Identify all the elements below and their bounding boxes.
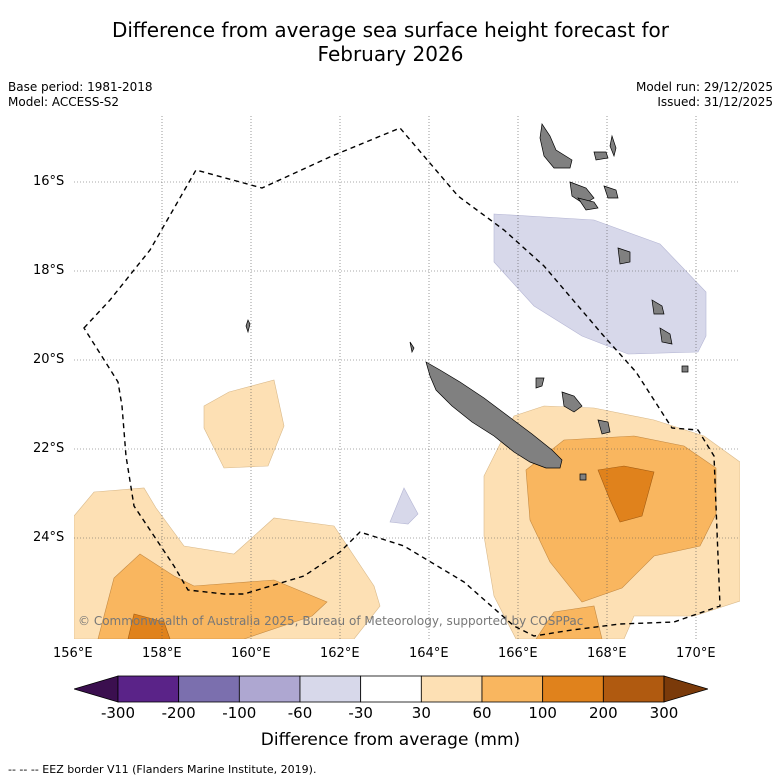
lon-label-162e: 162°E: [320, 646, 360, 661]
colorbar-segment: [238, 675, 301, 703]
colorbar-segment: [481, 675, 544, 703]
lat-label-20s: 20°S: [33, 352, 65, 367]
model-run: Model run: 29/12/2025: [635, 80, 773, 94]
land: [245, 123, 689, 481]
colorbar-tick-label: -200: [161, 704, 196, 722]
lon-label-166e: 166°E: [498, 646, 538, 661]
anomaly-100-200: [127, 465, 655, 639]
base-period: Base period: 1981-2018: [8, 80, 153, 94]
colorbar-segment: [299, 675, 362, 703]
lat-label-18s: 18°S: [33, 263, 65, 278]
vanuatu-north: [539, 123, 573, 169]
colorbar-tick-label: -60: [287, 704, 313, 722]
colorbar-tick-label: 60: [472, 704, 492, 722]
colorbar-segment: [117, 675, 180, 703]
colorbar-tick-label: 100: [528, 704, 557, 722]
colorbar-segment: [602, 675, 665, 703]
colorbar-segment: [420, 675, 483, 703]
eez-legend-footer: -- -- -- EEZ border V11 (Flanders Marine…: [8, 763, 317, 776]
gridlines: [74, 116, 740, 639]
lon-label-156e: 156°E: [53, 646, 93, 661]
copyright-text: © Commonwealth of Australia 2025, Bureau…: [78, 614, 583, 628]
chart-title: Difference from average sea surface heig…: [0, 18, 781, 66]
colorbar-tick-label: -30: [348, 704, 373, 722]
anomaly-minus-60-minus-30: [389, 213, 707, 525]
colorbar-tick-label: 300: [649, 704, 679, 722]
title-line-2: February 2026: [317, 42, 464, 66]
model-name: Model: ACCESS-S2: [8, 95, 120, 109]
issued-date: Issued: 31/12/2025: [657, 95, 773, 109]
colorbar-tick-label: -100: [222, 704, 257, 722]
lon-label-160e: 160°E: [231, 646, 271, 661]
colorbar-tick-label: 200: [589, 704, 618, 722]
lat-label-24s: 24°S: [33, 530, 65, 545]
lon-label-168e: 168°E: [587, 646, 627, 661]
lon-label-164e: 164°E: [409, 646, 449, 661]
map-panel: © Commonwealth of Australia 2025, Bureau…: [74, 116, 740, 639]
colorbar-segments: [74, 675, 708, 703]
lon-label-170e: 170°E: [676, 646, 716, 661]
colorbar-tick-label: -300: [100, 704, 136, 722]
lon-label-158e: 158°E: [142, 646, 182, 661]
colorbar-segment: [360, 675, 422, 703]
eez-border: [83, 127, 721, 637]
new-caledonia: [425, 361, 563, 469]
meta-left: Base period: 1981-2018 Model: ACCESS-S2: [8, 80, 153, 110]
meta-right: Model run: 29/12/2025 Issued: 31/12/2025: [636, 80, 773, 110]
colorbar-tick-label: 30: [411, 704, 431, 722]
title-line-1: Difference from average sea surface heig…: [111, 18, 670, 42]
colorbar-segment: [178, 675, 240, 703]
colorbar: [74, 675, 708, 703]
colorbar-extend-low: [74, 675, 119, 703]
lat-label-16s: 16°S: [33, 174, 65, 189]
lat-label-22s: 22°S: [33, 441, 65, 456]
colorbar-extend-high: [663, 675, 708, 703]
colorbar-segment: [542, 675, 604, 703]
colorbar-title: Difference from average (mm): [260, 730, 521, 750]
